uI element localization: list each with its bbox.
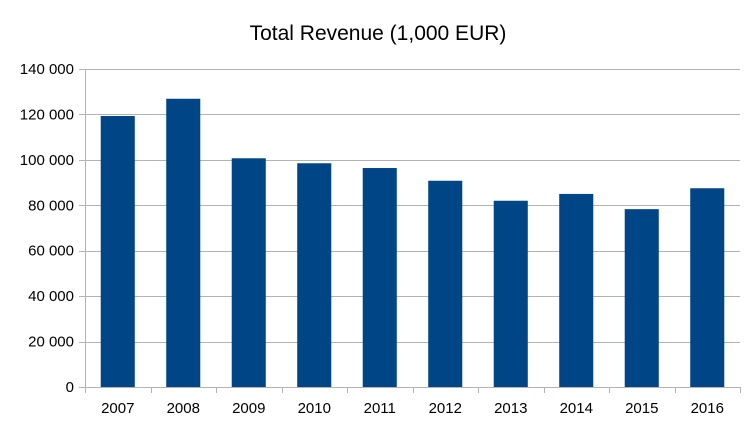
bar-2014 bbox=[559, 193, 594, 387]
axes bbox=[79, 69, 741, 393]
chart-title: Total Revenue (1,000 EUR) bbox=[250, 22, 507, 45]
y-tick-label: 120 000 bbox=[20, 106, 74, 123]
bars bbox=[100, 98, 725, 388]
x-tick-label: 2009 bbox=[232, 400, 265, 417]
x-tick-label: 2016 bbox=[691, 400, 724, 417]
x-tick-label: 2015 bbox=[625, 400, 658, 417]
y-tick-label: 0 bbox=[66, 379, 74, 396]
bar-2012 bbox=[428, 180, 463, 387]
bar-2011 bbox=[362, 168, 397, 387]
y-tick-labels: 0 20 000 40 000 60 000 80 000 100 000 120 000 1… bbox=[20, 61, 74, 396]
x-tick-label: 2007 bbox=[101, 400, 134, 417]
bar-2009 bbox=[231, 158, 266, 387]
y-tick-label: 40 000 bbox=[28, 288, 74, 305]
bar-2010 bbox=[297, 163, 332, 387]
y-tick-label: 100 000 bbox=[20, 152, 74, 169]
x-tick-label: 2011 bbox=[364, 400, 396, 417]
x-tick-label: 2012 bbox=[429, 400, 462, 417]
bar-2007 bbox=[100, 116, 135, 388]
x-tick-label: 2013 bbox=[494, 400, 527, 417]
x-tick-label: 2014 bbox=[560, 400, 593, 417]
bar-2016 bbox=[690, 188, 725, 387]
x-tick-label: 2008 bbox=[167, 400, 200, 417]
bar-2008 bbox=[166, 98, 201, 387]
x-tick-labels: 2007 2008 2009 2010 2011 2012 2013 2014 2015 2016 bbox=[101, 400, 724, 417]
bar-2013 bbox=[493, 200, 528, 387]
y-tick-label: 80 000 bbox=[28, 197, 74, 214]
y-tick-label: 60 000 bbox=[28, 243, 74, 260]
y-tick-label: 140 000 bbox=[20, 61, 74, 78]
bar-2015 bbox=[624, 209, 659, 387]
x-tick-label: 2010 bbox=[298, 400, 331, 417]
y-tick-label: 20 000 bbox=[28, 334, 74, 351]
